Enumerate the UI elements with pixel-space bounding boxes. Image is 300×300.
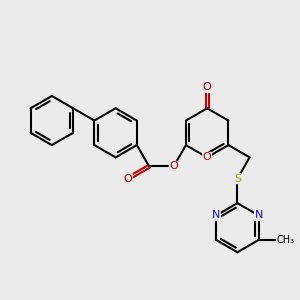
Text: N: N	[212, 210, 220, 220]
Text: O: O	[203, 82, 212, 92]
Text: S: S	[234, 174, 241, 184]
Text: N: N	[254, 210, 263, 220]
Text: O: O	[169, 161, 178, 171]
Text: O: O	[203, 152, 212, 162]
Text: CH₃: CH₃	[277, 235, 295, 245]
Text: O: O	[124, 174, 132, 184]
